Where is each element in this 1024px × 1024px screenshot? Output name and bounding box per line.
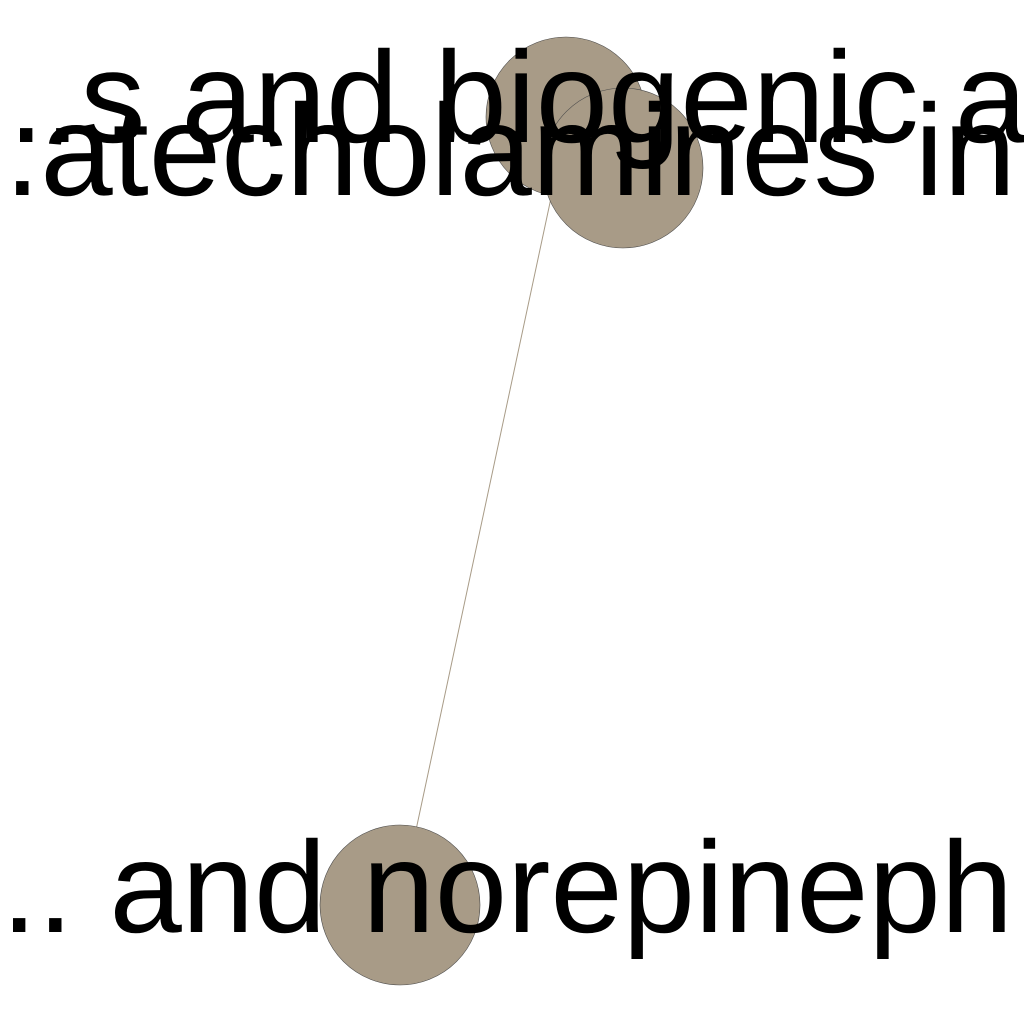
node-label-catecholamines: ...atecholamines in... (0, 77, 1024, 223)
node-label-norepinephrine: ... and norepineph... (0, 814, 1024, 960)
graph-edge (416, 198, 551, 830)
